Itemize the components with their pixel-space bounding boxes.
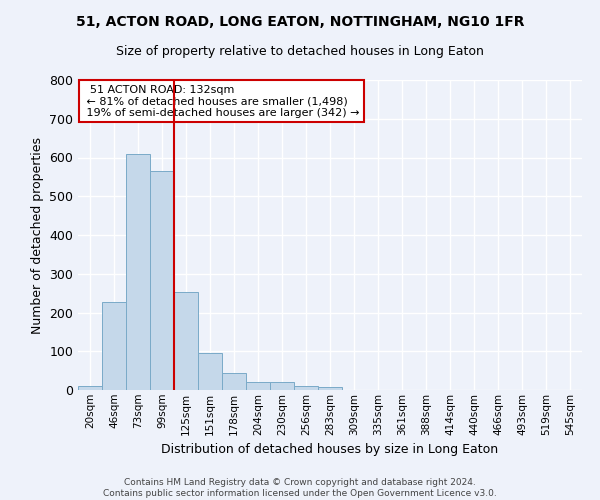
Text: 51, ACTON ROAD, LONG EATON, NOTTINGHAM, NG10 1FR: 51, ACTON ROAD, LONG EATON, NOTTINGHAM, … [76, 15, 524, 29]
Bar [318, 387, 342, 390]
Bar [246, 382, 270, 390]
Text: Size of property relative to detached houses in Long Eaton: Size of property relative to detached ho… [116, 45, 484, 58]
X-axis label: Distribution of detached houses by size in Long Eaton: Distribution of detached houses by size … [161, 443, 499, 456]
Bar [126, 154, 150, 390]
Bar [222, 374, 246, 390]
Bar [174, 292, 198, 390]
Bar [78, 386, 102, 390]
Bar [150, 171, 174, 390]
Text: 51 ACTON ROAD: 132sqm  
 ← 81% of detached houses are smaller (1,498)
 19% of se: 51 ACTON ROAD: 132sqm ← 81% of detached … [83, 84, 359, 118]
Text: Contains HM Land Registry data © Crown copyright and database right 2024.
Contai: Contains HM Land Registry data © Crown c… [103, 478, 497, 498]
Bar [102, 302, 126, 390]
Bar [270, 382, 294, 390]
Y-axis label: Number of detached properties: Number of detached properties [31, 136, 44, 334]
Bar [294, 386, 318, 390]
Bar [198, 353, 222, 390]
